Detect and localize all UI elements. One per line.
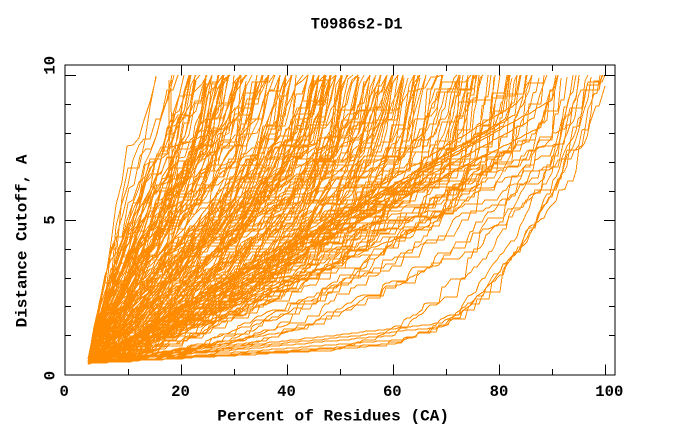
svg-text:100: 100 [595,383,623,401]
svg-text:0: 0 [60,383,69,401]
svg-text:0: 0 [41,371,59,380]
svg-text:10: 10 [41,56,59,75]
svg-text:Percent of Residues (CA): Percent of Residues (CA) [217,408,449,426]
svg-text:5: 5 [41,215,59,224]
svg-text:60: 60 [383,383,402,401]
svg-text:20: 20 [171,383,190,401]
svg-text:80: 80 [490,383,509,401]
svg-text:T0986s2-D1: T0986s2-D1 [311,16,403,34]
svg-text:40: 40 [277,383,296,401]
svg-text:Distance Cutoff, A: Distance Cutoff, A [14,154,32,327]
